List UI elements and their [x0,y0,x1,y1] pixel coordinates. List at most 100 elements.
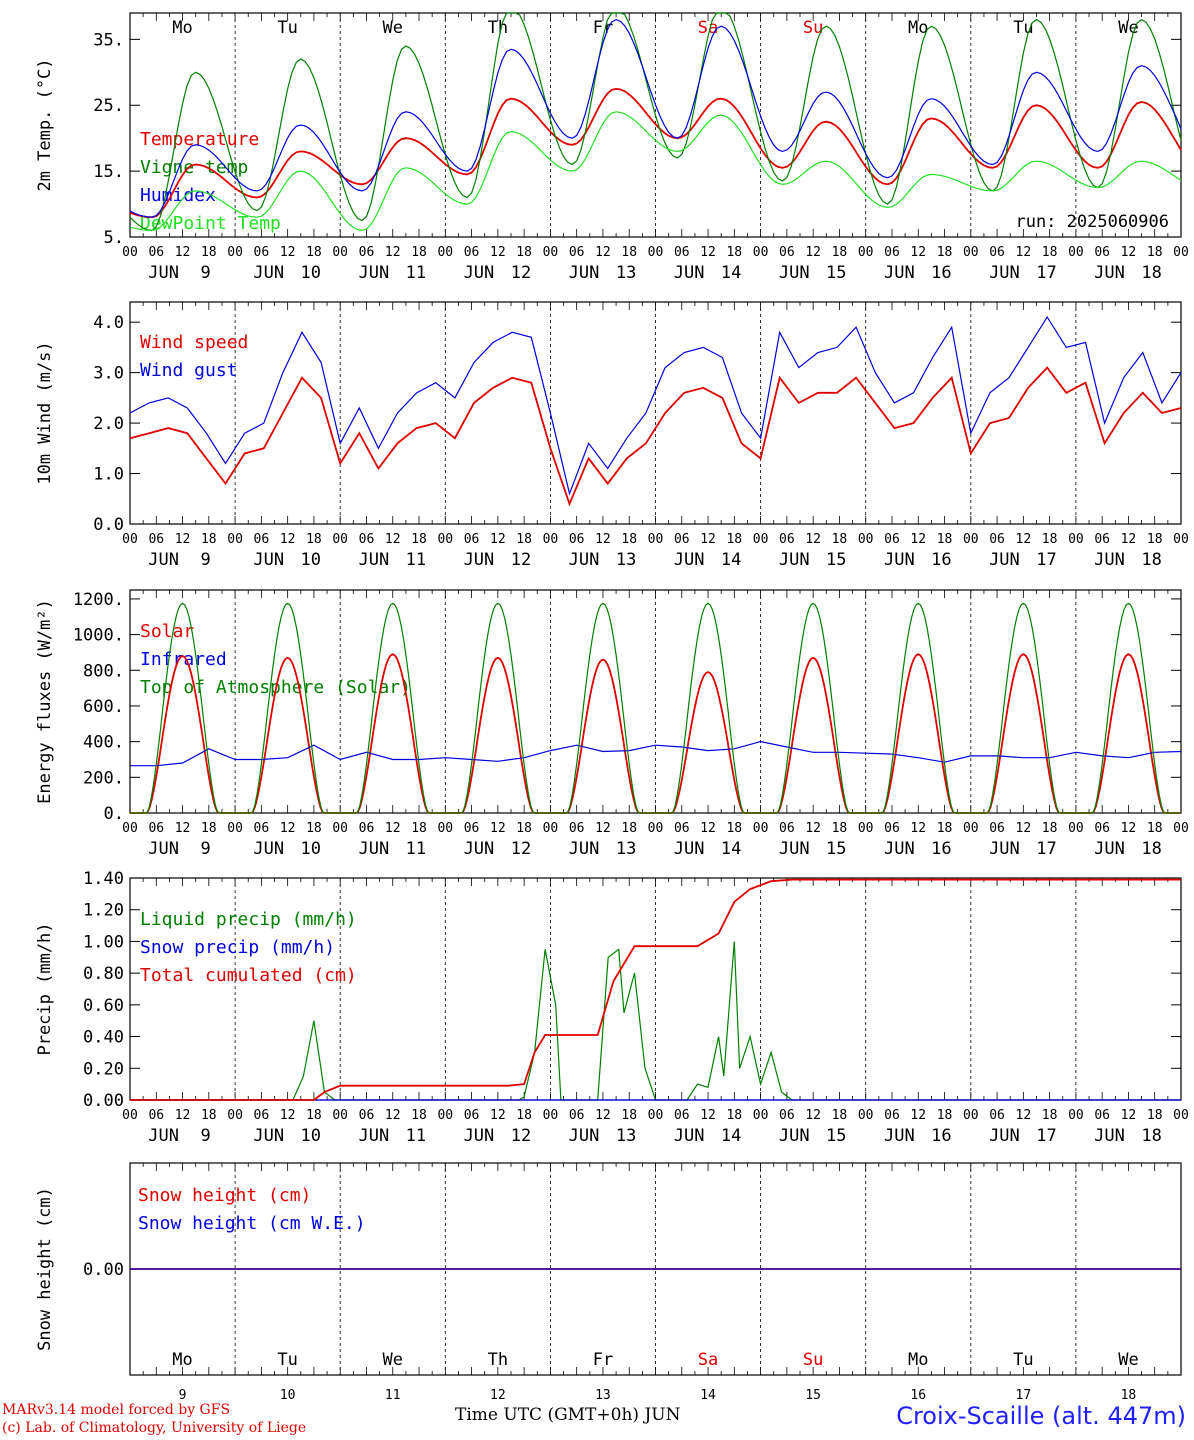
hour-label: 18 [1147,1108,1163,1123]
y-tick-label: 0.60 [83,996,124,1016]
hour-label: 12 [280,245,296,260]
month-label: JUN [989,263,1020,283]
hour-label: 06 [884,532,900,547]
hour-label: 12 [595,1108,611,1123]
date-number: 12 [490,1388,506,1403]
date-label: 9 [201,263,211,283]
hour-label: 06 [148,532,164,547]
plot-frame [129,589,1182,814]
hour-label: 18 [621,1108,637,1123]
date-label: 12 [511,550,531,570]
hour-label: 00 [963,532,979,547]
hour-label: 00 [753,245,769,260]
date-label: 9 [201,550,211,570]
month-label: JUN [1094,263,1125,283]
hour-label: 06 [1094,532,1110,547]
hour-label: 00 [1173,245,1189,260]
hour-label: 12 [385,532,401,547]
month-label: JUN [569,263,600,283]
hour-label: 18 [726,532,742,547]
hour-label: 18 [411,821,427,836]
date-label: 16 [931,263,951,283]
station-name: Croix-Scaille (alt. 447m) [896,1402,1186,1430]
month-label: JUN [253,1126,284,1146]
y-tick-label: 1000. [73,626,124,646]
y-axis-title: Precip (mm/h) [35,922,55,1055]
date-label: 16 [931,839,951,859]
month-label: JUN [148,1126,179,1146]
hour-label: 00 [1068,245,1084,260]
hour-label: 00 [122,821,138,836]
hour-label: 12 [490,1108,506,1123]
hour-label: 00 [437,532,453,547]
hour-label: 00 [122,245,138,260]
hour-label: 12 [280,1108,296,1123]
day-name: Fr [593,18,613,38]
hour-label: 06 [989,532,1005,547]
hour-label: 06 [989,245,1005,260]
hour-label: 00 [1068,532,1084,547]
hour-label: 12 [1016,245,1032,260]
series-line-infrared [130,740,1182,767]
day-name: Th [488,18,508,38]
month-label: JUN [779,839,810,859]
hour-label: 12 [1121,245,1137,260]
hour-label: 12 [595,821,611,836]
hour-label: 00 [753,1108,769,1123]
legend-entry: Wind speed [140,332,248,353]
y-tick-label: 1.00 [83,932,124,952]
hour-label: 12 [280,532,296,547]
y-axis-title: 10m Wind (m/s) [35,341,55,484]
day-name: Su [803,1350,823,1370]
legend-entry: Liquid precip (mm/h) [140,909,357,930]
month-label: JUN [674,1126,705,1146]
hour-label: 18 [1147,245,1163,260]
y-tick-label: 0. [104,804,124,824]
date-label: 15 [826,550,846,570]
hour-label: 00 [858,245,874,260]
hour-label: 06 [674,532,690,547]
y-tick-label: 0.40 [83,1028,124,1048]
hour-label: 18 [937,532,953,547]
hour-label: 00 [1173,532,1189,547]
month-label: JUN [1094,550,1125,570]
hour-label: 12 [700,821,716,836]
hour-label: 18 [937,821,953,836]
hour-label: 00 [858,821,874,836]
y-tick-label: 1200. [73,590,124,610]
hour-label: 06 [569,1108,585,1123]
hour-label: 18 [621,821,637,836]
y-tick-label: 0.80 [83,964,124,984]
date-number: 18 [1121,1388,1137,1403]
date-label: 14 [721,839,741,859]
month-label: JUN [148,839,179,859]
date-label: 12 [511,839,531,859]
hour-label: 12 [595,245,611,260]
y-tick-label: 200. [83,768,124,788]
month-label: JUN [1094,839,1125,859]
day-name: Th [488,1350,508,1370]
y-axis-title: Energy fluxes (W/m²) [35,599,55,804]
hour-label: 12 [700,1108,716,1123]
month-label: JUN [779,1126,810,1146]
hour-label: 06 [779,245,795,260]
hour-label: 06 [254,1108,270,1123]
month-label: JUN [253,550,284,570]
day-name: We [383,18,403,38]
hour-label: 00 [122,532,138,547]
hour-label: 12 [1121,821,1137,836]
month-label: JUN [989,839,1020,859]
hour-label: 06 [1094,245,1110,260]
hour-label: 06 [884,245,900,260]
month-label: JUN [674,263,705,283]
hour-label: 18 [411,245,427,260]
hour-label: 00 [122,1108,138,1123]
month-label: JUN [253,263,284,283]
month-label: JUN [884,1126,915,1146]
hour-label: 06 [884,1108,900,1123]
hour-label: 06 [464,1108,480,1123]
day-name: Tu [277,1350,297,1370]
hour-label: 12 [910,821,926,836]
day-name: Mo [908,18,928,38]
hour-label: 12 [385,245,401,260]
